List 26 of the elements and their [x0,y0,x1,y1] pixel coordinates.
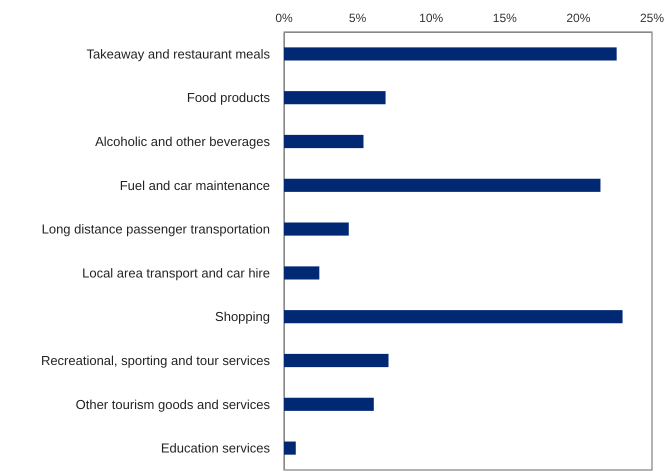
bar [284,91,386,104]
bar [284,134,364,148]
bar [284,310,623,324]
bar [284,47,617,60]
y-tick-label: Fuel and car maintenance [120,178,270,193]
y-tick-label: Long distance passenger transportation [42,222,270,237]
y-tick-label: Alcoholic and other beverages [95,134,270,149]
x-tick-label: 5% [348,11,367,25]
bar [284,266,320,280]
y-tick-label: Takeaway and restaurant meals [86,46,270,62]
y-tick-label: Shopping [215,309,270,324]
x-tick-label: 20% [566,11,591,25]
x-tick-label: 25% [640,11,664,25]
bar [284,398,374,411]
x-tick-label: 0% [275,11,293,25]
y-tick-label: Recreational, sporting and tour services [40,353,270,368]
y-tick-label: Food products [186,90,270,106]
x-tick-label: 10% [419,11,444,25]
bar [284,178,600,192]
y-tick-label: Local area transport and car hire [82,265,270,280]
x-tick-label: 15% [492,11,518,25]
bar [284,222,349,236]
y-tick-label: Other tourism goods and services [76,396,270,412]
bar [284,442,296,455]
y-tick-label: Education services [160,440,270,456]
bar [284,354,389,368]
